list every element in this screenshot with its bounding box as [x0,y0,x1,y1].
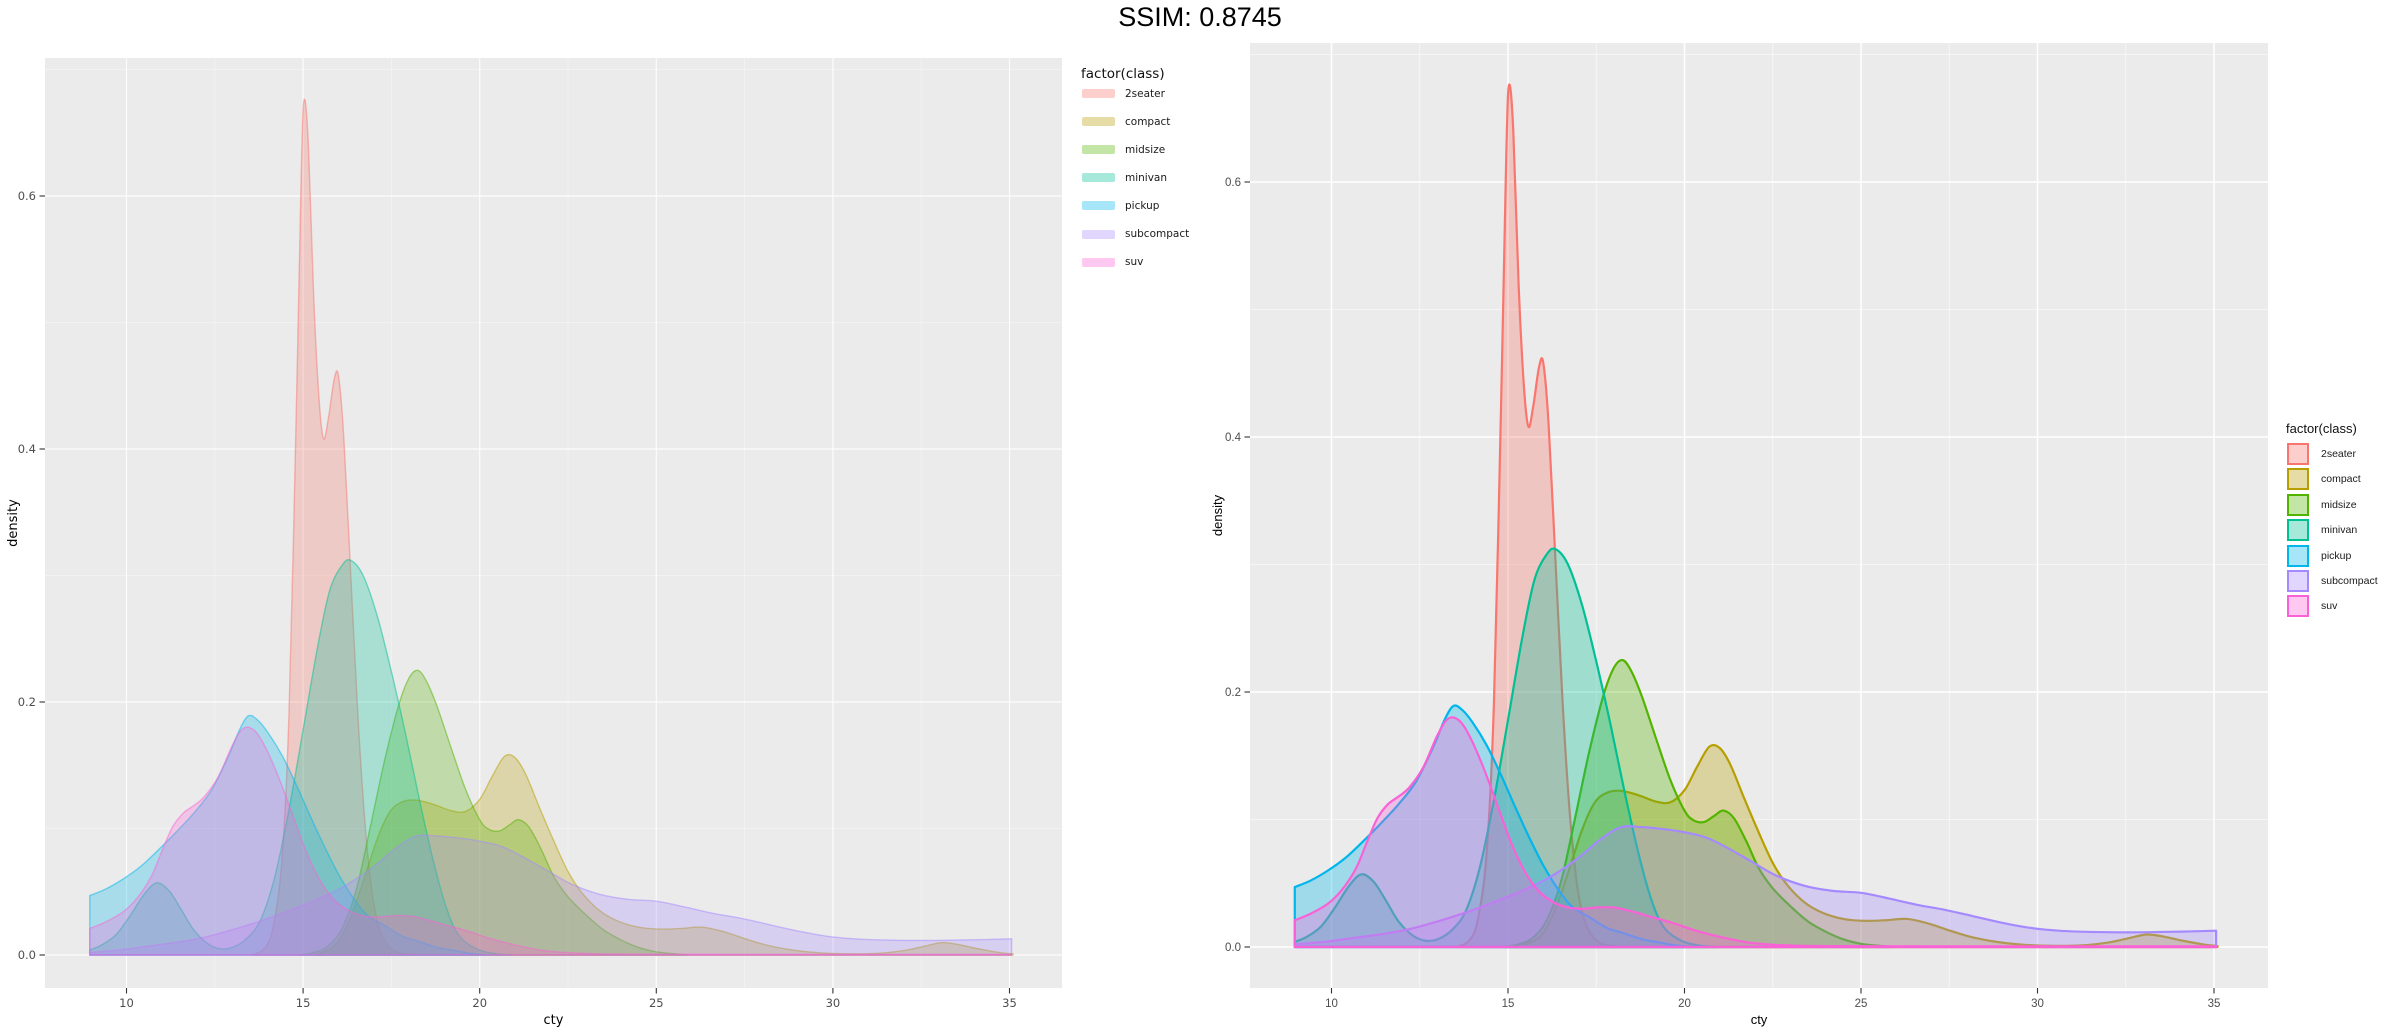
legend-key-swatch-2seater [1082,89,1115,98]
x-tick-label: 15 [1502,998,1515,1010]
legend-label: subcompact [1125,228,1190,240]
legend-key-swatch-compact [1082,117,1115,127]
y-tick-label: 0.4 [1225,432,1242,444]
legend-key-swatch-subcompact [1082,229,1115,239]
x-tick-label: 30 [2031,998,2044,1010]
density-plot-left: 10 15 20 25 30 35 0.0 0.2 0.4 0.6 cty density [6,58,1062,1028]
x-tick-label: 15 [296,996,311,1010]
y-tick-label: 0.4 [18,442,36,456]
legend-key-swatch-midsize [2287,493,2309,516]
density-area-2seater [251,98,1012,956]
x-tick-label: 20 [1678,998,1691,1010]
density-curves [89,98,1014,956]
legend-key-swatch-suv [1082,257,1115,267]
legend-label: suv [1125,256,1144,269]
legend-label: midsize [1125,143,1166,156]
page-title: SSIM: 0.8745 [1118,2,1282,32]
legend-key-swatch-pickup [2287,544,2309,567]
legend-key-swatch-2seater [2287,443,2309,465]
panel-background [45,58,1062,988]
legend-label: suv [2321,600,2338,613]
legend-item-pickup: pickup [2287,544,2352,567]
legend-key-swatch-minivan [1082,173,1115,183]
legend-key-swatch-compact [2287,468,2309,491]
density-area-subcompact [1293,825,2218,949]
density-area-minivan [1293,547,1718,949]
legend-item-minivan: minivan [1082,167,1167,189]
y-tick-label: 0.2 [18,695,36,709]
y-tick-label: 0.0 [1225,942,1241,954]
legend-item-compact: compact [2287,468,2361,491]
density-area-midsize [298,669,689,956]
legend-item-pickup: pickup [1082,195,1159,217]
legend-label: minivan [1125,171,1168,184]
x-tick-label: 30 [826,996,841,1010]
x-axis-title: cty [1751,1012,1768,1027]
y-axis-title: density [6,499,21,547]
density-area-subcompact [89,834,1013,956]
density-area-compact [314,753,1014,956]
density-area-suv [1293,716,2218,949]
legend-label: compact [2321,473,2361,486]
legend-key-swatch-subcompact [2287,570,2309,592]
legend-item-2seater: 2seater [2287,443,2356,465]
legend-title: factor(class) [2286,421,2357,436]
legend-label: minivan [2321,524,2358,537]
legend-key-swatch-midsize [1082,145,1115,155]
density-curves [1293,83,2219,949]
legend-label: pickup [1125,199,1160,212]
legend-key-swatch-pickup [1082,201,1115,211]
x-tick-label: 20 [472,996,487,1010]
legend-item-suv: suv [2287,595,2338,618]
legend-item-2seater: 2seater [1082,83,1165,105]
legend-item-midsize: midsize [2287,493,2357,516]
legend-label: 2seater [2321,448,2357,460]
y-tick-label: 0.0 [18,948,36,962]
y-tick-label: 0.2 [1225,687,1241,699]
y-axis-title: density [1210,494,1225,536]
legend-label: subcompact [2321,575,2378,587]
density-area-midsize [1503,658,1894,949]
x-tick-label: 25 [649,996,664,1010]
y-tick-label: 0.6 [1225,177,1241,189]
y-tick-label: 0.6 [18,189,36,203]
legend-item-midsize: midsize [1082,139,1165,161]
density-area-suv [89,726,1013,956]
legend-item-subcompact: subcompact [2287,570,2378,592]
x-tick-label: 10 [119,996,134,1010]
x-tick-label: 10 [1325,998,1338,1010]
legend-item-suv: suv [1082,251,1143,273]
legend-key-swatch-suv [2287,595,2309,618]
density-area-compact [1519,743,2219,949]
density-plot-right: 10 15 20 25 30 35 0.0 0.2 0.4 0.6 cty density [1210,43,2268,1027]
legend-item-compact: compact [1082,111,1170,133]
legend-label: 2seater [1125,87,1165,100]
x-tick-label: 35 [1002,996,1017,1010]
legend-title: factor(class) [1081,66,1165,82]
legend-item-subcompact: subcompact [1082,223,1189,245]
legend-key-swatch-minivan [2287,519,2309,542]
x-tick-label: 25 [1855,998,1868,1010]
legend-label: compact [1125,115,1171,128]
x-axis-title: cty [544,1013,564,1028]
legend-label: midsize [2321,498,2357,511]
legend-label: pickup [2321,549,2352,562]
density-area-minivan [89,558,513,956]
legend-item-minivan: minivan [2287,519,2358,542]
x-tick-label: 35 [2208,998,2221,1010]
